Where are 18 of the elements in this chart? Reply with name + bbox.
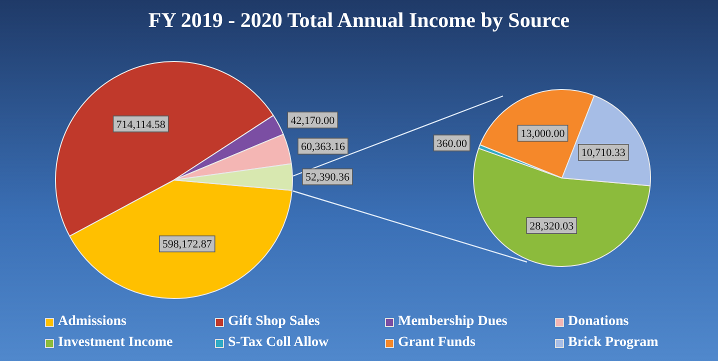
data-label: 52,390.36 [305,172,350,184]
legend-label: Gift Shop Sales [228,314,320,330]
data-label: 13,000.00 [520,128,566,140]
data-label: 60,363.16 [300,141,346,154]
legend-label: Donations [568,314,629,330]
legend-label: S-Tax Coll Allow [228,335,329,351]
chart-title: FY 2019 - 2020 Total Annual Income by Source [147,8,571,33]
legend-label: Membership Dues [398,314,508,330]
data-label: 10,710.33 [581,147,626,160]
data-label: 714,114.58 [116,118,166,131]
data-label: 598,172.87 [162,238,212,251]
legend-label: Admissions [58,314,126,330]
legend-label: Grant Funds [398,335,476,351]
legend-label: Brick Program [568,335,658,351]
data-label: 28,320.03 [530,220,574,232]
data-label: 42,170.00 [290,114,336,127]
legend-label: Investment Income [58,335,173,351]
data-label: 360.00 [436,138,468,150]
